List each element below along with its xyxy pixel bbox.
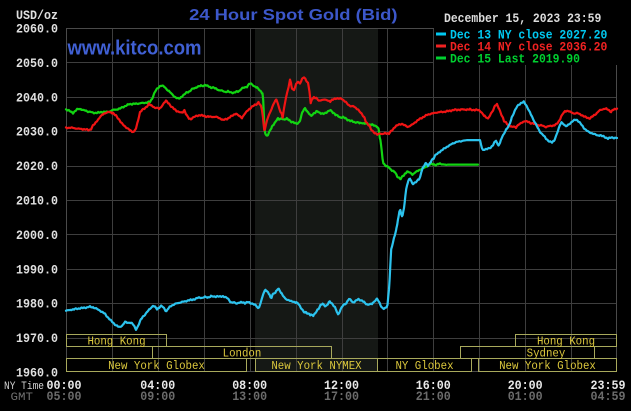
svg-text:New York NYMEX: New York NYMEX [271, 359, 361, 373]
svg-text:USD/oz: USD/oz [16, 8, 58, 23]
svg-text:Dec 15 Last 2019.90: Dec 15 Last 2019.90 [450, 51, 580, 66]
svg-text:2060.0: 2060.0 [16, 22, 58, 37]
svg-text:12:00: 12:00 [324, 378, 359, 393]
svg-text:17:00: 17:00 [324, 389, 359, 404]
svg-text:16:00: 16:00 [416, 378, 451, 393]
svg-text:Dec 13 NY close 2027.20: Dec 13 NY close 2027.20 [450, 27, 607, 42]
svg-text:Hong Kong: Hong Kong [537, 335, 595, 349]
svg-text:2040.0: 2040.0 [16, 90, 58, 105]
svg-text:2010.0: 2010.0 [16, 194, 58, 209]
svg-text:Sydney: Sydney [527, 347, 566, 361]
svg-text:NY Globex: NY Globex [395, 359, 453, 373]
svg-text:20:00: 20:00 [508, 378, 543, 393]
svg-text:2030.0: 2030.0 [16, 125, 58, 140]
svg-text:December 15, 2023 23:59: December 15, 2023 23:59 [444, 11, 601, 26]
svg-text:www.kitco.com: www.kitco.com [67, 38, 202, 60]
svg-text:1960.0: 1960.0 [16, 366, 58, 381]
svg-text:21:00: 21:00 [416, 389, 451, 404]
svg-text:New York Globex: New York Globex [499, 359, 596, 373]
svg-text:Dec 14 NY close 2036.20: Dec 14 NY close 2036.20 [450, 39, 607, 54]
svg-text:04:59: 04:59 [591, 389, 626, 404]
svg-text:04:00: 04:00 [140, 378, 175, 393]
svg-text:London: London [223, 347, 262, 361]
svg-text:00:00: 00:00 [47, 378, 82, 393]
svg-text:08:00: 08:00 [232, 378, 267, 393]
svg-text:Hong Kong: Hong Kong [87, 335, 145, 349]
svg-text:GMT: GMT [11, 392, 34, 404]
svg-text:24 Hour Spot Gold (Bid): 24 Hour Spot Gold (Bid) [189, 7, 397, 24]
svg-text:1990.0: 1990.0 [16, 262, 58, 277]
svg-text:NY Time: NY Time [4, 381, 44, 393]
svg-text:2020.0: 2020.0 [16, 159, 58, 174]
svg-text:05:00: 05:00 [47, 389, 82, 404]
svg-text:2050.0: 2050.0 [16, 56, 58, 71]
svg-text:13:00: 13:00 [232, 389, 267, 404]
svg-text:01:00: 01:00 [508, 389, 543, 404]
svg-text:New York Globex: New York Globex [108, 359, 205, 373]
svg-text:1970.0: 1970.0 [16, 331, 58, 346]
svg-text:2000.0: 2000.0 [16, 228, 58, 243]
svg-text:1980.0: 1980.0 [16, 297, 58, 312]
svg-text:09:00: 09:00 [140, 389, 175, 404]
svg-text:23:59: 23:59 [591, 378, 626, 393]
